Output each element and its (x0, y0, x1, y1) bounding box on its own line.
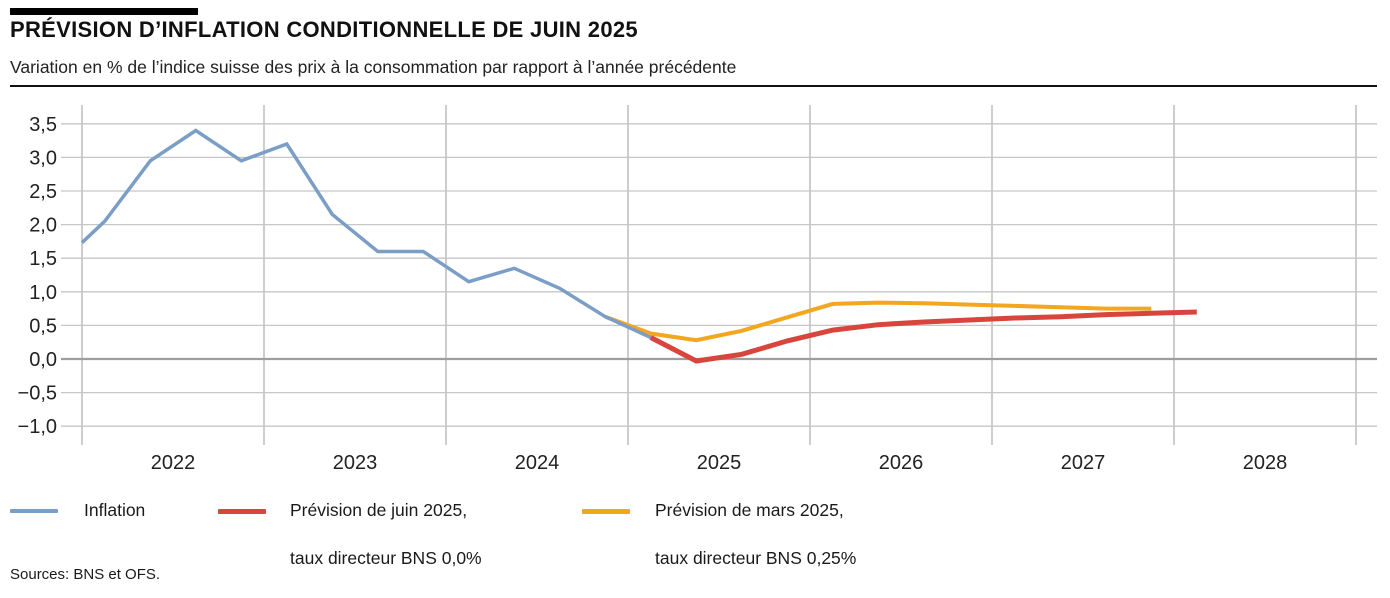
y-tick-label: −0,5 (18, 383, 57, 405)
legend-label-inflation: Inflation (84, 500, 146, 520)
x-tick-label: 2026 (879, 452, 924, 474)
legend-swatch-juin-2025 (218, 509, 266, 514)
y-tick-label: 0,0 (29, 349, 57, 371)
x-tick-label: 2027 (1061, 452, 1106, 474)
page-title: PRÉVISION D’INFLATION CONDITIONNELLE DE … (10, 17, 638, 42)
y-tick-label: 1,0 (29, 282, 57, 304)
y-tick-label: 3,5 (29, 114, 57, 136)
page-subtitle: Variation en % de l’indice suisse des pr… (10, 57, 737, 77)
x-tick-label: 2028 (1243, 452, 1288, 474)
y-tick-label: 2,5 (29, 181, 57, 203)
series-line-prevision-mars-2025 (604, 300, 1152, 343)
legend-mars-line2: taux directeur BNS 0,25% (655, 548, 857, 568)
x-tick-label: 2023 (333, 452, 378, 474)
legend-swatch-mars-2025 (582, 509, 630, 514)
x-tick-label: 2025 (697, 452, 742, 474)
inflation-chart: 3,5 3,0 2,5 2,0 1,5 1,0 0,5 0,0 −0,5 −1,0 2022 2023… (18, 105, 1377, 474)
legend-juin-line2: taux directeur BNS 0,0% (290, 548, 482, 568)
header-divider (10, 85, 1377, 87)
x-tick-label: 2022 (151, 452, 196, 474)
series-line-prevision-juin-2025 (649, 309, 1197, 364)
y-tick-label: 0,5 (29, 315, 57, 337)
y-tick-label: 2,0 (29, 215, 57, 237)
y-tick-label: −1,0 (18, 416, 57, 438)
x-tick-label: 2024 (515, 452, 560, 474)
y-tick-label: 3,0 (29, 147, 57, 169)
legend-label-juin-2025: Prévision de juin 2025, taux directeur B… (290, 498, 482, 570)
y-tick-label: 1,5 (29, 248, 57, 270)
series-line-inflation (80, 128, 652, 340)
legend-juin-line1: Prévision de juin 2025, (290, 500, 468, 520)
sources-note: Sources: BNS et OFS. (10, 566, 161, 583)
legend-mars-line1: Prévision de mars 2025, (655, 500, 844, 520)
title-accent-bar (10, 8, 198, 15)
legend-swatch-inflation (10, 509, 58, 513)
legend-label-mars-2025: Prévision de mars 2025, taux directeur B… (655, 498, 856, 570)
